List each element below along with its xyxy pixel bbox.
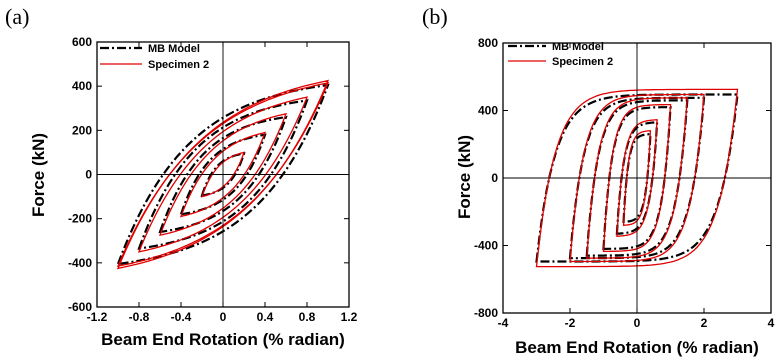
panel-a-x-tick-label: -1.2 — [87, 310, 108, 324]
panel-a-legend-label-2: Specimen 2 — [148, 59, 209, 71]
panel-b-x-axis-title: Beam End Rotation (% radian) — [515, 338, 759, 357]
panel-a-y-tick-label: 400 — [72, 79, 92, 93]
panel-a-y-tick-label: -200 — [68, 212, 92, 226]
panel-a-series-2-loop-4 — [137, 96, 309, 253]
panel-a-x-tick-label: 0.4 — [257, 310, 274, 324]
panel-b-label: (b) — [422, 4, 448, 29]
panel-a-series-2-loop-2 — [179, 131, 267, 218]
panel-a-x-tick-label: 0.8 — [299, 310, 316, 324]
panel-a-x-tick-label: -0.4 — [171, 310, 192, 324]
panel-b-series-2-loop-6 — [535, 88, 739, 268]
panel-a-x-tick-label: 1.2 — [341, 310, 358, 324]
panel-b-x-tick-label: -2 — [565, 316, 576, 330]
panel-b-axes: -4 -2 0 2 4 800 400 0 -400 -800 — [474, 36, 775, 330]
panel-b-series-1-loop-1 — [622, 133, 652, 223]
panel-b-y-tick-label: 800 — [478, 36, 498, 50]
panel-a-axes: -1.2 -0.8 -0.4 0 0.4 0.8 1.2 600 400 200 0 -200 -400… — [68, 35, 358, 324]
panel-a-y-tick-label: -600 — [68, 300, 92, 314]
panel-a-series-1-loop-4 — [137, 99, 309, 250]
panel-a-y-tick-label: 600 — [72, 35, 92, 49]
panel-a-x-axis-title: Beam End Rotation (% radian) — [101, 330, 345, 349]
panel-a-series-2-loop-3 — [158, 112, 288, 237]
panel-b-x-tick-label: 2 — [701, 316, 708, 330]
panel-a-series-1-loop-2 — [179, 133, 267, 216]
panel-b-series-1-loop-2 — [615, 121, 659, 235]
panel-b-series-2-loop-5 — [569, 93, 705, 263]
panel-a-series-2-loop-1 — [200, 151, 246, 198]
panel-b-y-axis-title: Force (kN) — [455, 135, 474, 219]
panel-b: (b) Force (kN) Beam End Rotation (% radi… — [422, 4, 775, 357]
panel-a-y-tick-label: -400 — [68, 256, 92, 270]
panel-b-legend-label-1: MB Model — [552, 41, 604, 53]
panel-b-series-2-loop-2 — [616, 119, 658, 237]
panel-a-curves — [116, 79, 330, 270]
panel-a-y-tick-label: 200 — [72, 123, 92, 137]
panel-b-y-tick-label: -400 — [474, 239, 498, 253]
panel-a-y-axis-title: Force (kN) — [29, 133, 48, 217]
panel-a-series-1-loop-5 — [116, 83, 330, 266]
panel-b-x-tick-label: 0 — [634, 316, 641, 330]
panel-b-x-tick-label: -4 — [498, 316, 509, 330]
panel-a-x-tick-label: 0 — [220, 310, 227, 324]
panel-b-curves — [535, 88, 739, 268]
panel-b-legend-label-2: Specimen 2 — [552, 56, 613, 68]
panel-a-legend-label-1: MB Model — [148, 43, 200, 55]
panel-a-series-1-loop-3 — [158, 115, 288, 234]
panel-a-legend: MB Model Specimen 2 — [100, 43, 209, 71]
panel-b-y-tick-label: 0 — [491, 171, 498, 185]
panel-b-legend: MB Model Specimen 2 — [508, 41, 613, 68]
panel-b-y-tick-label: 400 — [478, 104, 498, 118]
panel-b-series-2-loop-1 — [622, 130, 652, 227]
panel-a-y-tick-label: 0 — [85, 168, 92, 182]
panel-a: (a) Force (kN) Beam End Rotation (% radi… — [5, 4, 358, 349]
panel-a-x-tick-label: -0.8 — [129, 310, 150, 324]
panel-a-label: (a) — [5, 4, 29, 29]
panel-b-series-2-loop-3 — [602, 103, 672, 253]
panel-b-y-tick-label: -800 — [474, 306, 498, 320]
panel-b-series-2-loop-4 — [586, 97, 689, 259]
panel-a-series-2-loop-6 — [116, 82, 330, 267]
panel-b-x-tick-label: 4 — [768, 316, 775, 330]
